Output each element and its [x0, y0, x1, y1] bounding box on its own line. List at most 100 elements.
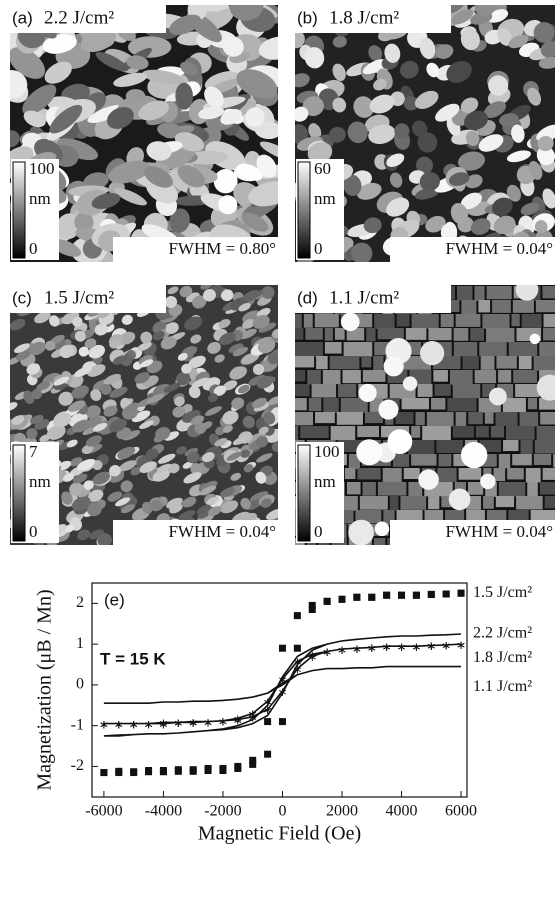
grain: [214, 354, 225, 363]
grain: [190, 334, 202, 344]
grain: [229, 5, 264, 21]
grain: [81, 444, 94, 455]
marker: [368, 593, 376, 601]
grain: [258, 426, 269, 435]
grain: [448, 488, 471, 511]
grain: [347, 121, 368, 144]
y-axis-title: Magnetization (μB / Mn): [34, 589, 56, 790]
grain: [257, 338, 276, 354]
marker: ∗: [382, 640, 392, 654]
marker: ∗: [277, 685, 287, 699]
grain: [435, 103, 460, 122]
grain: [419, 37, 436, 60]
marker: [308, 601, 316, 609]
marker: ∗: [99, 717, 109, 731]
grain: [474, 370, 497, 384]
grain: [26, 428, 38, 440]
marker: ∗: [322, 645, 332, 659]
marker: [353, 593, 361, 601]
y-tick-label: 0: [76, 676, 84, 693]
grain: [543, 314, 555, 328]
fwhm-box: [113, 520, 280, 546]
grain: [295, 398, 307, 411]
marker: ∗: [218, 715, 228, 729]
grain: [71, 496, 91, 511]
scale-min: 0: [314, 522, 323, 541]
grain: [53, 412, 72, 428]
grain: [26, 363, 41, 375]
grain: [307, 370, 321, 385]
grain: [348, 454, 360, 469]
grain: [184, 316, 203, 331]
grain: [256, 308, 271, 318]
grain: [34, 311, 51, 324]
grain: [383, 510, 395, 525]
scale-bar: [12, 161, 26, 259]
grain: [185, 150, 229, 165]
marker: ∗: [114, 717, 124, 731]
grain: [72, 419, 91, 433]
grain: [245, 107, 265, 128]
grain: [130, 466, 142, 476]
grain: [267, 395, 278, 406]
hysteresis-chart: -6000 -4000 -2000 0 2000 4000 6000 -2 -1 0 1 2 Magne…: [34, 582, 532, 845]
scale-max: 100: [314, 442, 340, 461]
grain: [408, 440, 435, 455]
grain: [329, 356, 360, 370]
marker: ∗: [129, 717, 139, 731]
grain: [88, 489, 104, 502]
grain: [238, 303, 251, 312]
grain: [408, 482, 423, 497]
grain: [258, 36, 278, 60]
grain: [401, 398, 430, 410]
grain: [218, 195, 238, 215]
marker: ∗: [456, 638, 466, 652]
grain: [74, 212, 94, 232]
marker: [457, 589, 465, 597]
label-box: [8, 283, 166, 313]
grain: [97, 533, 112, 545]
grain: [126, 402, 140, 412]
grain: [475, 426, 489, 438]
grain: [539, 398, 555, 410]
marker: ∗: [188, 716, 198, 730]
grain: [215, 426, 226, 436]
grain: [61, 491, 73, 505]
grain: [458, 468, 482, 480]
marker: [115, 769, 123, 777]
grain: [303, 314, 313, 328]
marker: ∗: [203, 715, 213, 729]
grain: [416, 156, 433, 174]
grain: [539, 482, 555, 495]
grain: [22, 84, 57, 115]
marker: [293, 612, 301, 620]
grain: [45, 340, 56, 351]
grain: [242, 415, 255, 429]
grain: [426, 412, 454, 427]
grain: [13, 343, 30, 353]
grain: [50, 334, 65, 344]
grain: [428, 496, 440, 510]
grain: [540, 412, 555, 425]
scale-max: 100: [29, 159, 55, 178]
grain: [508, 510, 529, 523]
marker: [398, 591, 406, 599]
marker: ∗: [411, 640, 421, 654]
marker: [100, 769, 108, 777]
grain: [254, 121, 278, 140]
marker: ∗: [456, 638, 466, 652]
marker: [219, 767, 227, 775]
y-tick-label: 1: [76, 635, 84, 652]
grain: [103, 373, 122, 386]
grain: [492, 300, 511, 313]
grain: [59, 345, 74, 359]
grain: [220, 108, 242, 125]
fluence-label: 2.2 J/cm²: [44, 7, 114, 28]
grain: [483, 496, 494, 509]
grain: [437, 468, 457, 482]
grain: [64, 524, 75, 533]
grain: [197, 510, 210, 519]
grain: [513, 370, 538, 383]
grain: [256, 154, 277, 178]
grain: [66, 439, 78, 448]
